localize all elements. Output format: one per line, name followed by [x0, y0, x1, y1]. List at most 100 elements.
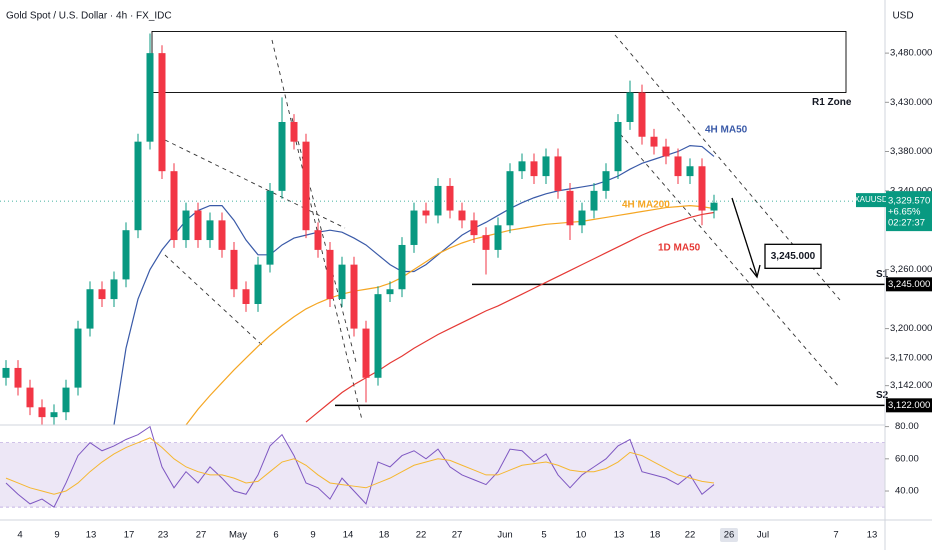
candle-body	[50, 412, 58, 418]
y-tick-label: 3,430.000	[890, 97, 932, 108]
candle-body	[386, 289, 394, 295]
rsi-band	[0, 442, 885, 508]
callout-label: 3,245.000	[771, 251, 816, 262]
ma-label: 4H MA200	[622, 200, 670, 211]
candle-body	[506, 171, 514, 226]
x-tick-label: 7	[833, 530, 838, 541]
ma-line	[113, 144, 715, 426]
x-tick-label: 13	[614, 530, 625, 541]
candle-body	[62, 387, 70, 413]
ma-line	[185, 205, 715, 426]
symbol-tag	[856, 193, 886, 208]
x-tick-label: 18	[379, 530, 390, 541]
channel-line	[164, 139, 346, 229]
price-tag	[886, 191, 932, 232]
channel-line	[164, 254, 263, 346]
x-tick-label: 13	[867, 530, 878, 541]
y-tick-label: 3,380.000	[890, 146, 932, 157]
candle-body	[482, 235, 490, 250]
candle-body	[218, 220, 226, 250]
level-tag	[886, 398, 932, 413]
candle-body	[578, 210, 586, 226]
candle-body	[494, 225, 502, 250]
candle-body	[326, 249, 334, 300]
candle-body	[146, 53, 154, 142]
candle-body	[302, 141, 310, 231]
x-tick-label: 10	[576, 530, 587, 541]
candle-body	[26, 387, 34, 408]
candle-body	[314, 230, 322, 250]
x-tick-label: 13	[86, 530, 97, 541]
rsi-line	[5, 437, 715, 495]
candle-body	[182, 210, 190, 241]
candle-body	[710, 202, 718, 211]
x-tick-label: 4	[17, 530, 22, 541]
candle-body	[590, 190, 598, 211]
x-tick-label: 14	[343, 530, 354, 541]
x-tick-label: 6	[273, 530, 278, 541]
candle-body	[338, 264, 346, 300]
candle-body	[194, 210, 202, 241]
candle-body	[266, 190, 274, 265]
y-tick-label: 3,480.000	[890, 48, 932, 59]
zone-label: R1 Zone	[812, 97, 852, 108]
chart-title: Gold Spot / U.S. Dollar · 4h · FX_IDC	[6, 11, 172, 22]
candle-body	[122, 230, 130, 280]
price-tag-label: 3,329.570	[888, 196, 930, 207]
candle-body	[518, 161, 526, 172]
currency: USD	[892, 11, 913, 22]
candle-body	[446, 185, 454, 211]
ma-label: 1D MA50	[658, 243, 701, 254]
x-tick-label: 18	[650, 530, 661, 541]
candle-body	[230, 249, 238, 290]
x-tick-label: 22	[416, 530, 427, 541]
channel-line	[271, 39, 363, 421]
candle-body	[554, 156, 562, 191]
candle-body	[206, 220, 214, 241]
candle-body	[398, 244, 406, 290]
candle-body	[254, 264, 262, 304]
ma-line	[305, 211, 715, 423]
x-tick-label: 5	[541, 530, 546, 541]
candle-body	[242, 289, 250, 304]
candle-body	[362, 328, 370, 378]
candle-body	[686, 166, 694, 177]
candle-body	[290, 121, 298, 142]
x-tick-label: Jul	[757, 530, 769, 541]
x-tick-label: 27	[196, 530, 207, 541]
candle-body	[38, 407, 46, 418]
candle-body	[458, 210, 466, 221]
level-tag	[886, 277, 932, 292]
callout-arrow	[731, 197, 761, 279]
candle-body	[98, 289, 106, 300]
y-tick-label: 3,142.000	[890, 380, 932, 391]
rsi-tick-label: 80.00	[895, 421, 919, 432]
x-tick-label: May	[229, 530, 247, 541]
candle-body	[542, 156, 550, 177]
candle-body	[134, 141, 142, 231]
candle-body	[650, 136, 658, 147]
candle-body	[170, 171, 178, 241]
candle-body	[566, 190, 574, 226]
x-tick-label: 9	[54, 530, 59, 541]
level-name: S1	[876, 269, 889, 280]
x-tick-label: 17	[124, 530, 135, 541]
candle-body	[86, 289, 94, 329]
candle-body	[530, 161, 538, 177]
level-tag-label: 3,122.000	[888, 400, 930, 411]
candle-body	[434, 185, 442, 216]
candle-body	[374, 294, 382, 378]
x-tick-highlight	[720, 528, 738, 542]
candle-body	[158, 53, 166, 172]
candle-body	[638, 92, 646, 137]
rsi-tick-label: 60.00	[895, 453, 919, 464]
rsi-line	[5, 425, 715, 508]
arrow-shaft	[731, 197, 758, 277]
arrow-head	[749, 264, 761, 279]
candle-body	[14, 367, 22, 388]
x-tick-label: 27	[452, 530, 463, 541]
y-tick-label: 3,260.000	[890, 264, 932, 275]
candle-body	[662, 146, 670, 157]
x-tick-label: 23	[158, 530, 169, 541]
x-tick-label: 26	[724, 530, 735, 541]
